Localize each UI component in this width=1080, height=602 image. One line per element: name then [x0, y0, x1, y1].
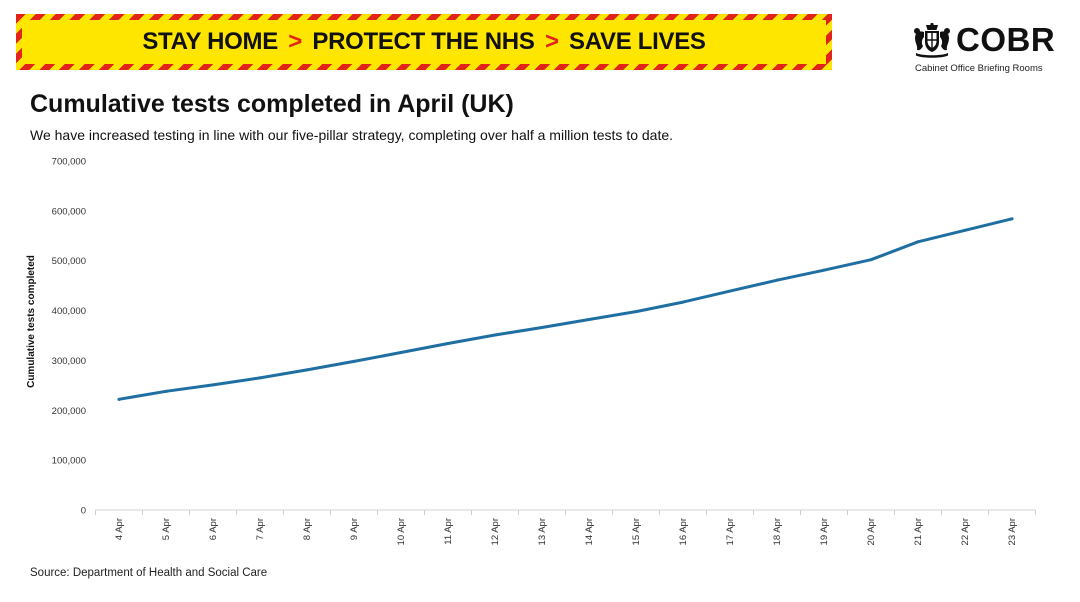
series-line [117, 217, 1014, 401]
data-point [399, 350, 403, 354]
data-point [540, 326, 544, 330]
y-tick-label: 100,000 [52, 456, 86, 467]
data-point [916, 240, 920, 244]
x-tick-label: 12 Apr [490, 518, 501, 545]
logo-wordmark: COBR [956, 21, 1056, 58]
data-point [1010, 217, 1014, 221]
page-subtitle: We have increased testing in line with o… [30, 127, 674, 143]
x-tick-label: 8 Apr [302, 518, 313, 540]
x-tick-label: 10 Apr [396, 518, 407, 545]
data-point [728, 289, 732, 293]
x-axis: 4 Apr 5 Apr 6 Apr 7 Apr 8 Apr 9 Apr 10 Apr 11 A… [95, 509, 1036, 545]
x-tick-label: 18 Apr [772, 518, 783, 545]
data-point [822, 268, 826, 272]
source-note: Source: Department of Health and Social … [30, 567, 268, 579]
x-tick-label: 11 Apr [443, 518, 454, 545]
x-tick-label: 17 Apr [725, 518, 736, 545]
y-tick-label: 0 [81, 506, 86, 517]
cobr-logo: COBR Cabinet Office Briefing Rooms [908, 22, 1058, 78]
x-tick-label: 14 Apr [584, 518, 595, 545]
series-group [117, 217, 1014, 401]
data-point [681, 300, 685, 304]
data-point [587, 318, 591, 322]
y-tick-label: 500,000 [52, 256, 86, 267]
y-tick-label: 400,000 [52, 306, 86, 317]
y-tick-label: 200,000 [52, 406, 86, 417]
data-point [352, 359, 356, 363]
data-point [305, 368, 309, 372]
chevron-right-icon: > [544, 28, 559, 55]
x-tick-label: 9 Apr [349, 518, 360, 540]
y-tick-label: 600,000 [52, 206, 86, 217]
x-tick-label: 23 Apr [1007, 518, 1018, 545]
data-point [164, 389, 168, 393]
data-point [211, 383, 215, 387]
x-tick-label: 20 Apr [866, 518, 877, 545]
x-tick-label: 4 Apr [114, 518, 125, 540]
data-point [963, 228, 967, 232]
x-tick-label: 15 Apr [631, 518, 642, 545]
y-tick-label: 300,000 [52, 356, 86, 367]
chevron-right-icon: > [288, 28, 302, 55]
x-tick-label: 21 Apr [913, 518, 924, 545]
line-chart: 0 100,000 200,000 300,000 400,000 500,000 600,… [26, 157, 1036, 545]
x-tick-label: 5 Apr [161, 518, 172, 540]
data-point [634, 310, 638, 314]
data-point [446, 341, 450, 345]
slogan-text: STAY HOME > PROTECT THE NHS > SAVE LIVES [142, 28, 706, 56]
logo-subtitle: Cabinet Office Briefing Rooms [915, 63, 1043, 74]
x-tick-label: 16 Apr [678, 518, 689, 545]
slogan-save-lives: SAVE LIVES [569, 28, 706, 55]
x-tick-label: 19 Apr [819, 518, 830, 545]
x-tick-label: 6 Apr [208, 518, 219, 540]
data-point [775, 278, 779, 282]
royal-crest-icon [914, 22, 950, 58]
slogan-protect-nhs: PROTECT THE NHS [312, 28, 535, 55]
x-tick-label: 13 Apr [537, 518, 548, 545]
page-title: Cumulative tests completed in April (UK) [30, 90, 514, 118]
data-point [117, 397, 121, 401]
x-tick-label: 7 Apr [255, 518, 266, 540]
slogan-banner: STAY HOME > PROTECT THE NHS > SAVE LIVES [16, 14, 832, 70]
slogan-stay-home: STAY HOME [142, 28, 278, 55]
x-tick-label: 22 Apr [960, 518, 971, 545]
data-point [869, 258, 873, 262]
y-tick-label: 700,000 [52, 157, 86, 168]
data-point [258, 376, 262, 380]
y-axis: 0 100,000 200,000 300,000 400,000 500,000 600,… [52, 157, 86, 517]
y-axis-label: Cumulative tests completed [26, 255, 37, 388]
data-point [493, 333, 497, 337]
